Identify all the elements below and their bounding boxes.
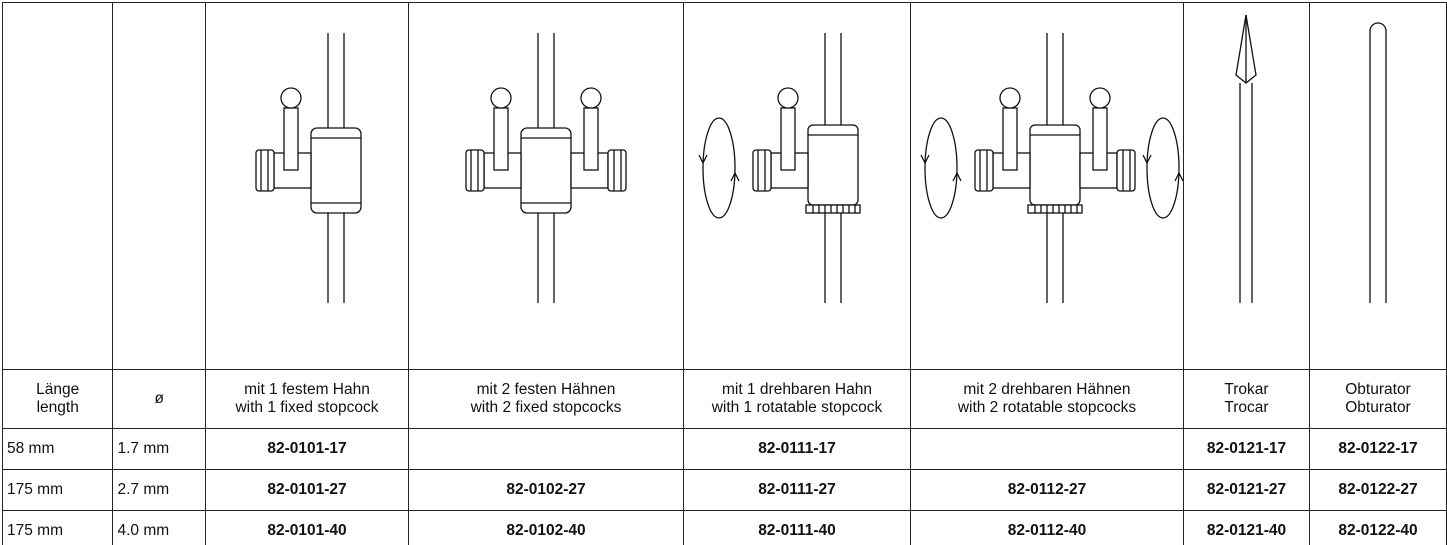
drawing-cell <box>204 2 409 370</box>
drawing-cell <box>1182 2 1310 370</box>
header-cell: mit 1 drehbaren Hahn with 1 rotatable sto… <box>682 369 911 429</box>
header-text: with 2 fixed stopcocks <box>470 399 622 416</box>
empty-cell <box>1 2 114 370</box>
header-text: with 1 fixed stopcock <box>235 399 379 416</box>
dimension-cell: 2.7 mm <box>112 469 206 511</box>
empty-cell <box>112 2 206 370</box>
header-text: mit 2 festen Hähnen <box>476 381 616 398</box>
article-number <box>909 428 1184 470</box>
header-text: Obturator <box>1345 399 1411 416</box>
data-row: 175 mm 4.0 mm 82-0101-40 82-0102-40 82-0111-… <box>1 510 1447 545</box>
rotatable-stopcock-drawing <box>698 32 861 304</box>
header-text: length <box>36 399 79 416</box>
drawing-cell <box>909 2 1184 370</box>
trocar-drawing <box>1235 14 1257 303</box>
article-number: 82-0101-17 <box>204 428 409 470</box>
header-text: mit 2 drehbaren Hähnen <box>963 381 1131 398</box>
header-text: mit 1 drehbaren Hahn <box>722 381 872 398</box>
data-row: 175 mm 2.7 mm 82-0101-27 82-0102-27 82-0111-… <box>1 469 1447 511</box>
two-fixed-stopcocks-drawing <box>465 32 627 304</box>
header-text: Trocar <box>1224 399 1269 416</box>
article-number: 82-0121-40 <box>1182 510 1310 545</box>
data-row: 58 mm 1.7 mm 82-0101-17 82-0111-17 82-0121-1… <box>1 428 1447 470</box>
article-number: 82-0101-27 <box>204 469 409 511</box>
header-cell: mit 2 festen Hähnen with 2 fixed stopcock… <box>407 369 684 429</box>
drawing-cell <box>682 2 911 370</box>
dimension-cell: 175 mm <box>1 510 114 545</box>
article-number <box>407 428 684 470</box>
dimension-cell: 58 mm <box>1 428 114 470</box>
article-number: 82-0122-40 <box>1308 510 1447 545</box>
header-text: Länge <box>36 381 80 398</box>
header-cell: Trokar Trocar <box>1182 369 1310 429</box>
article-number: 82-0112-27 <box>909 469 1184 511</box>
header-text: with 1 rotatable stopcock <box>711 399 883 416</box>
article-number: 82-0102-27 <box>407 469 684 511</box>
article-number: 82-0122-17 <box>1308 428 1447 470</box>
article-number: 82-0122-27 <box>1308 469 1447 511</box>
article-number: 82-0111-40 <box>682 510 911 545</box>
header-text: ø <box>154 390 164 407</box>
header-cell: mit 2 drehbaren Hähnen with 2 rotatable s… <box>909 369 1184 429</box>
header-cell: Obturator Obturator <box>1308 369 1447 429</box>
article-number: 82-0121-17 <box>1182 428 1310 470</box>
article-number: 82-0102-40 <box>407 510 684 545</box>
fixed-stopcock-drawing <box>255 32 362 304</box>
drawing-cell <box>407 2 684 370</box>
header-text: Obturator <box>1345 381 1411 398</box>
article-number: 82-0111-17 <box>682 428 911 470</box>
drawing-cell <box>1308 2 1447 370</box>
article-number: 82-0111-27 <box>682 469 911 511</box>
header-cell: mit 1 festem Hahn with 1 fixed stopcock <box>204 369 409 429</box>
header-text: Trokar <box>1224 381 1269 398</box>
article-number: 82-0101-40 <box>204 510 409 545</box>
two-rotatable-stopcocks-drawing <box>920 32 1183 304</box>
header-text: mit 1 festem Hahn <box>244 381 370 398</box>
header-row: Länge length ø mit 1 festem Hahn with 1 fixe… <box>1 369 1447 429</box>
article-number: 82-0121-27 <box>1182 469 1310 511</box>
header-text: with 2 rotatable stopcocks <box>957 399 1137 416</box>
header-cell: ø <box>112 369 206 429</box>
article-number: 82-0112-40 <box>909 510 1184 545</box>
dimension-cell: 1.7 mm <box>112 428 206 470</box>
obturator-drawing <box>1369 22 1387 303</box>
dimension-cell: 175 mm <box>1 469 114 511</box>
header-cell: Länge length <box>1 369 114 429</box>
dimension-cell: 4.0 mm <box>112 510 206 545</box>
